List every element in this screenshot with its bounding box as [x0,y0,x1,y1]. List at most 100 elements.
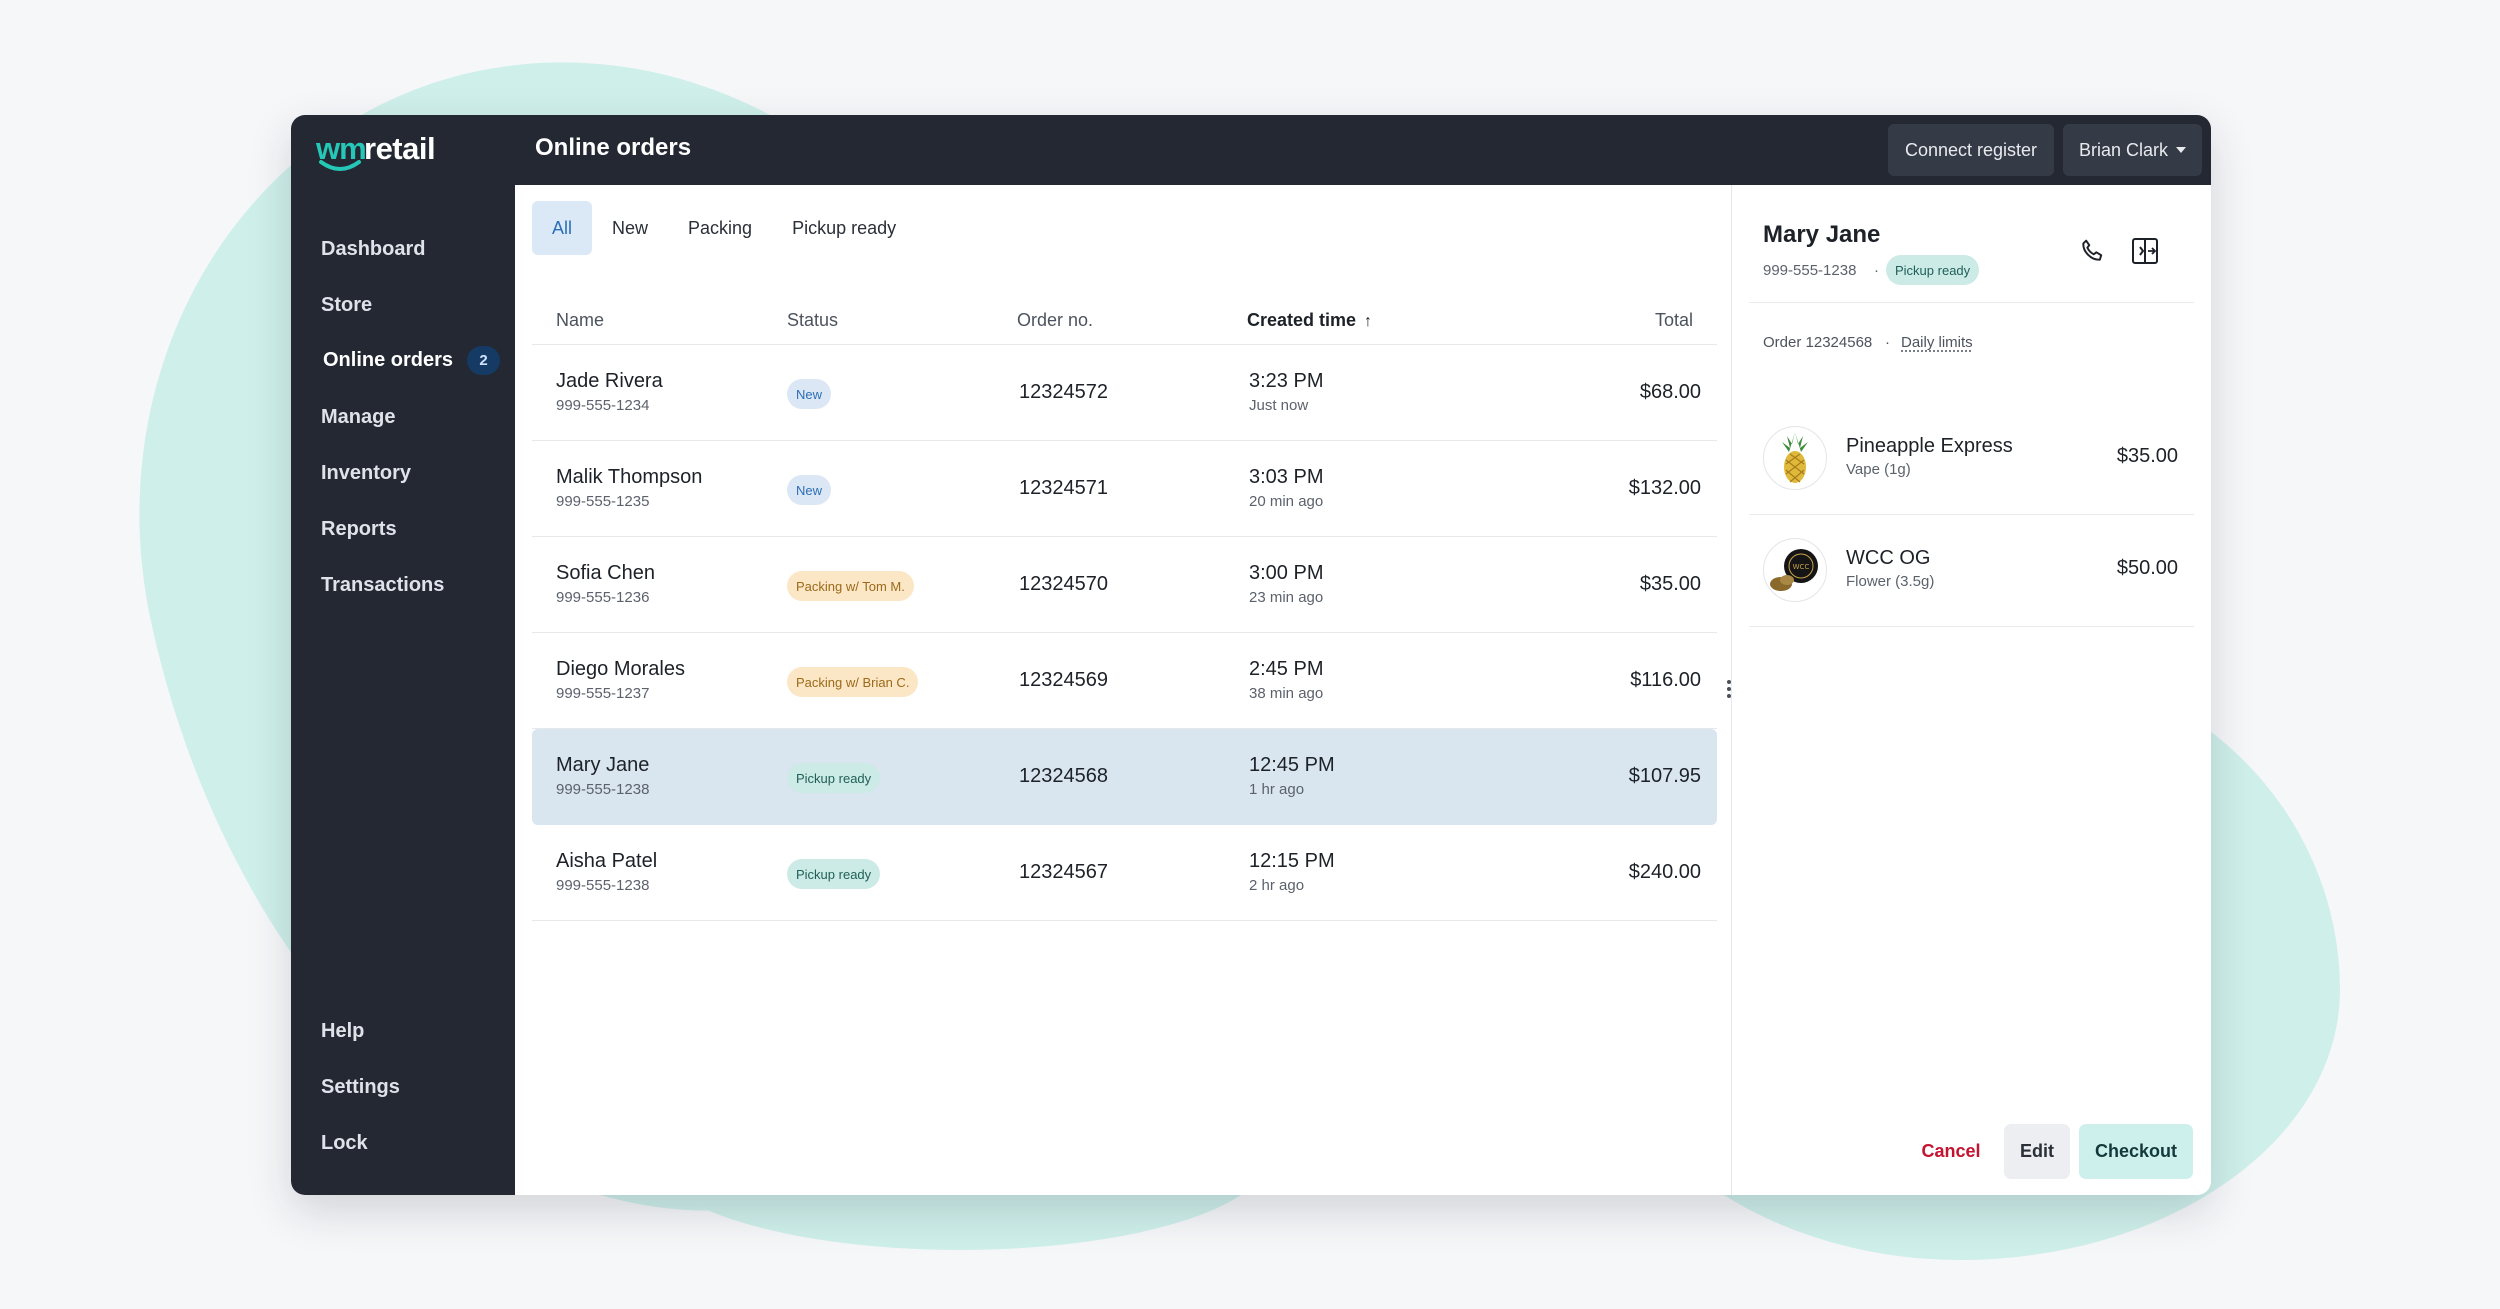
smile-icon [319,160,361,171]
customer-phone: 999-555-1238 [556,781,650,798]
page-title: Online orders [535,134,692,161]
order-total: $107.95 [1628,765,1701,787]
sidebar-item-label: Lock [321,1132,368,1154]
sort-ascending-icon: ↑ [1364,313,1373,330]
column-header-status[interactable]: Status [787,310,839,330]
sidebar-item-lock[interactable]: Lock [321,1132,368,1155]
tab-packing[interactable]: Packing [688,217,753,238]
order-total: $132.00 [1628,477,1701,499]
sidebar-item-help[interactable]: Help [321,1020,364,1043]
app-window: wm retail Online orders Connect register… [291,115,2211,1195]
item-price: $50.00 [2116,557,2178,579]
sidebar-item-label: Store [321,294,373,316]
order-total: $240.00 [1628,861,1701,883]
item-name: Pineapple Express [1846,435,2013,457]
status-badge: New [787,379,832,409]
status-badge: Pickup ready [787,859,881,889]
created-time: 12:15 PM [1249,850,1335,872]
column-header-created-time[interactable]: Created time ↑ [1247,310,1372,331]
daily-limits-link[interactable]: Daily limits [1901,334,1973,351]
divider [1749,626,2194,627]
orders-table: Name Status Order no. Created time ↑ Tota… [532,293,1717,921]
item-name: WCC OG [1846,547,1931,569]
resize-handle-icon[interactable] [1727,680,1731,698]
sidebar-item-label: Transactions [321,574,445,596]
order-item[interactable]: Pineapple Express Vape (1g) $35.00 [1749,402,2194,514]
customer-phone: 999-555-1237 [556,685,650,702]
tab-all[interactable]: All [532,201,593,255]
created-ago: Just now [1249,397,1309,414]
customer-phone: 999-555-1235 [556,493,650,510]
customer-name: Aisha Patel [556,850,658,872]
created-ago: 1 hr ago [1249,781,1305,798]
order-number-label: Order 12324568 [1763,334,1873,351]
column-header-name[interactable]: Name [556,310,605,330]
table-row[interactable]: Jade Rivera 999-555-1234 New 12324572 3:… [532,345,1717,441]
connect-register-button[interactable]: Connect register [1888,124,2054,176]
edit-button[interactable]: Edit [2004,1124,2070,1179]
orders-panel: All New Packing Pickup ready Name Status… [515,185,1731,1195]
checkout-button[interactable]: Checkout [2079,1124,2193,1179]
created-ago: 20 min ago [1249,493,1324,510]
sidebar-item-label: Reports [321,518,397,540]
created-time: 3:23 PM [1249,370,1324,392]
flower-jar-icon: WCC [1763,538,1827,602]
order-number: 12324570 [1019,573,1108,595]
sidebar-item-dashboard[interactable]: Dashboard [321,238,425,261]
order-total: $35.00 [1639,573,1701,595]
user-menu-button[interactable]: Brian Clark [2063,124,2202,176]
filter-tabs: All New Packing Pickup ready [532,201,916,255]
customer-name: Diego Morales [556,658,685,680]
sidebar-item-settings[interactable]: Settings [321,1076,400,1099]
customer-name: Jade Rivera [556,370,663,392]
tab-new[interactable]: New [612,217,649,238]
split-view-icon[interactable] [2127,233,2163,269]
customer-name: Malik Thompson [556,466,703,488]
order-detail-panel: Mary Jane 999-555-1238 · Pickup ready Or… [1732,185,2211,1195]
sidebar-item-label: Online orders [323,349,454,371]
sidebar-item-transactions[interactable]: Transactions [321,574,444,597]
status-badge: New [787,475,832,505]
divider [1749,302,2194,303]
phone-icon[interactable] [2074,233,2110,269]
sidebar-item-manage[interactable]: Manage [321,406,395,429]
tab-pickup-ready[interactable]: Pickup ready [792,217,897,238]
order-number: 12324571 [1019,477,1108,499]
cancel-button[interactable]: Cancel [1921,1141,1981,1161]
user-name: Brian Clark [2078,139,2169,160]
table-row[interactable]: Aisha Patel 999-555-1238 Pickup ready 12… [532,825,1717,921]
order-total: $68.00 [1639,381,1701,403]
table-header: Name Status Order no. Created time ↑ Tota… [532,293,1717,345]
table-row[interactable]: Diego Morales 999-555-1237 Packing w/ Br… [532,633,1717,729]
wcc-logo-text: WCC [1793,563,1810,571]
order-item[interactable]: WCC WCC OG Flower (3.5g) $50.00 [1749,514,2194,626]
sidebar: Dashboard Store Online orders 2 Manage I… [291,185,515,1195]
order-number: 12324567 [1019,861,1108,883]
sidebar-item-label: Help [321,1020,365,1042]
column-header-label: Created time [1247,310,1357,330]
created-ago: 38 min ago [1249,685,1324,702]
sidebar-item-label: Dashboard [321,238,426,260]
caret-down-icon [2176,147,2187,153]
pineapple-icon [1763,426,1827,490]
column-header-total[interactable]: Total [1654,310,1693,330]
order-number: 12324572 [1019,381,1108,403]
column-header-order-no[interactable]: Order no. [1017,310,1094,330]
created-ago: 2 hr ago [1249,877,1305,894]
item-variant: Vape (1g) [1846,461,1911,478]
sidebar-item-label: Inventory [321,462,412,484]
customer-phone: 999-555-1236 [556,589,650,606]
connect-register-label: Connect register [1904,139,2038,160]
divider [1749,514,2194,515]
customer-phone: 999-555-1234 [556,397,650,414]
table-row[interactable]: Sofia Chen 999-555-1236 Packing w/ Tom M… [532,537,1717,633]
logo-retail: retail [364,131,436,166]
table-row[interactable]: Malik Thompson 999-555-1235 New 12324571… [532,441,1717,537]
sidebar-item-online-orders[interactable]: Online orders 2 [323,346,501,375]
sidebar-item-reports[interactable]: Reports [321,518,397,541]
table-row-selected[interactable]: Mary Jane 999-555-1238 Pickup ready 1232… [532,729,1717,825]
sidebar-item-inventory[interactable]: Inventory [321,462,411,485]
sidebar-item-store[interactable]: Store [321,294,372,317]
detail-customer-phone: 999-555-1238 [1763,262,1857,279]
order-total: $116.00 [1630,669,1701,691]
